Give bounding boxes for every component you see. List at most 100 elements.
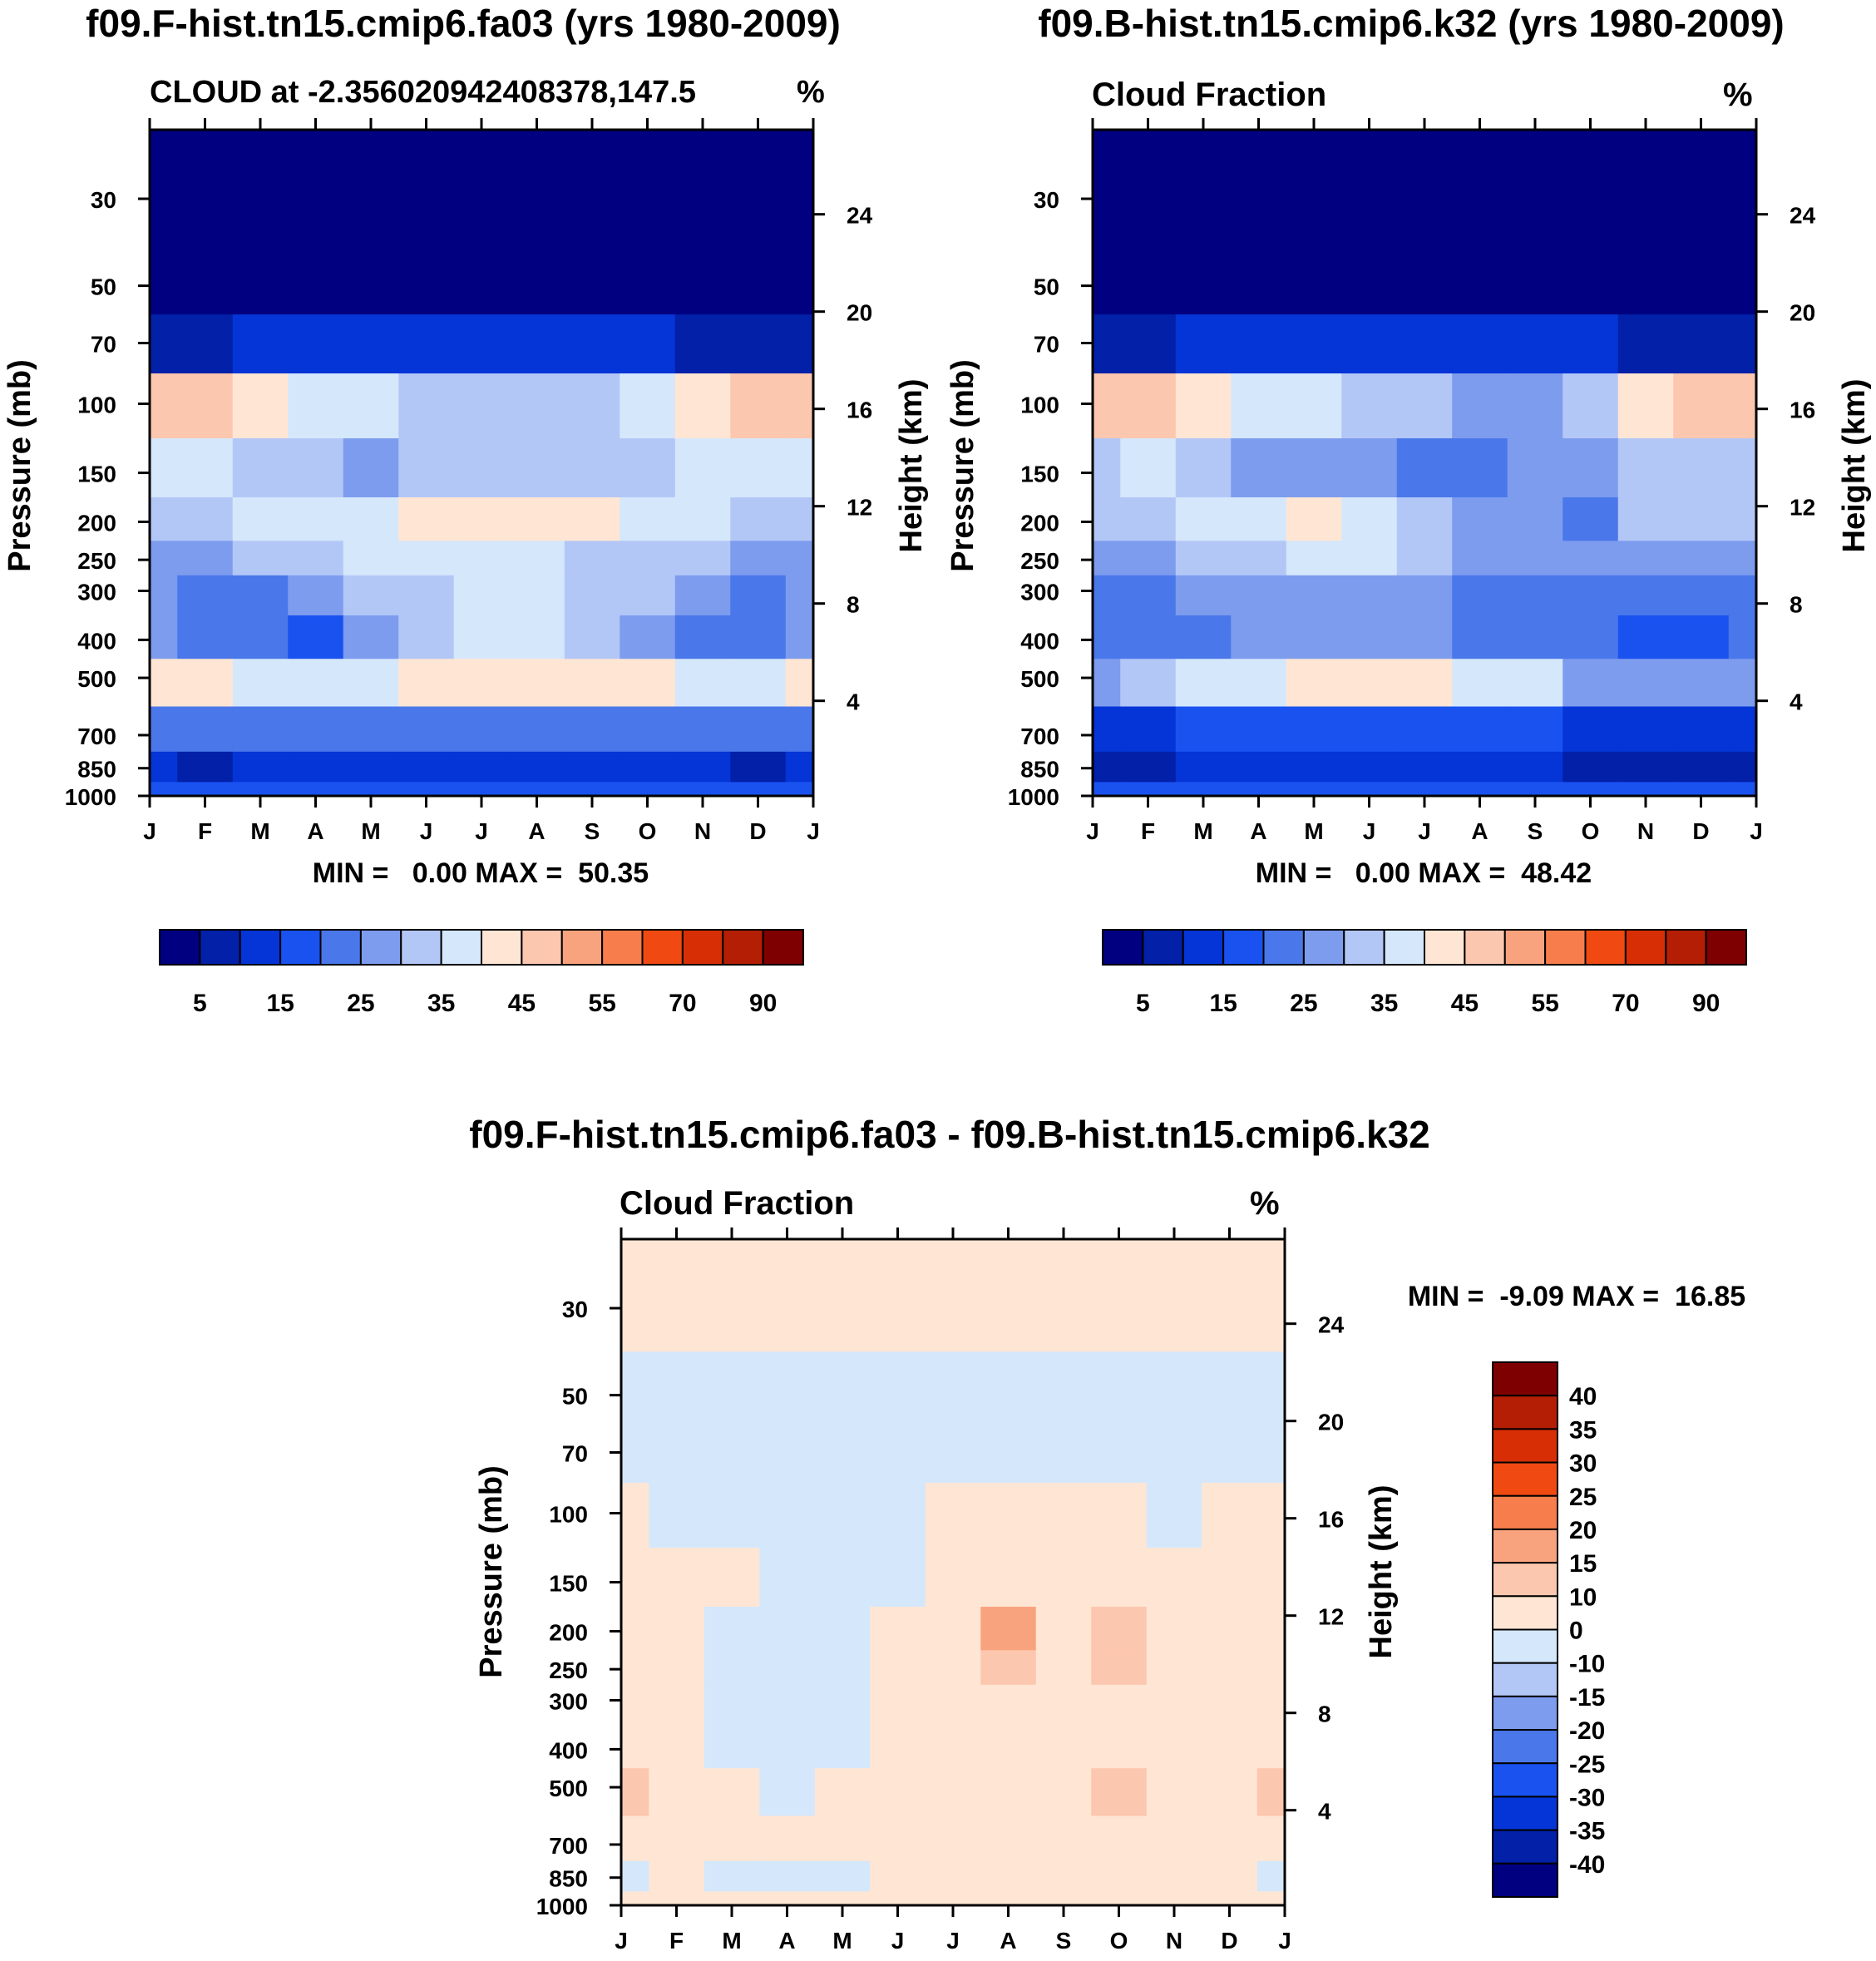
contour-cell	[925, 1860, 981, 1892]
contour-cell	[925, 1483, 981, 1549]
contour-cell	[814, 1424, 871, 1484]
y-tick-label: 50	[1034, 274, 1059, 300]
x-tick-label: J	[891, 1928, 905, 1954]
contour-cell	[1091, 1351, 1148, 1425]
contour-cell	[1093, 438, 1121, 498]
contour-cell	[288, 541, 344, 576]
contour-cell	[1286, 751, 1342, 783]
colorbar-label: -10	[1569, 1651, 1605, 1678]
contour-cell	[730, 130, 787, 243]
contour-cell	[453, 615, 510, 659]
contour-cell	[621, 1815, 649, 1862]
contour-cell	[1091, 1483, 1148, 1549]
contour-cell	[870, 1483, 926, 1549]
units-label: %	[1723, 77, 1753, 113]
contour-cell	[1093, 541, 1121, 576]
contour-cell	[1146, 1650, 1202, 1686]
contour-cell	[1146, 1815, 1202, 1862]
colorbar-swatch	[1424, 929, 1466, 966]
x-tick-label: N	[1637, 818, 1654, 844]
contour-cell	[925, 1607, 981, 1651]
contour-cell	[1673, 751, 1730, 783]
contour-cell	[232, 706, 289, 753]
contour-cell	[649, 1351, 705, 1425]
contour-cell	[1563, 438, 1619, 498]
contour-cell	[509, 242, 565, 315]
contour-cell	[1563, 497, 1619, 541]
colorbar-swatch	[1142, 929, 1184, 966]
contour-cell	[288, 314, 344, 374]
contour-cell	[1396, 706, 1453, 753]
colorbar-swatch	[1544, 929, 1587, 966]
contour-cell	[1452, 497, 1508, 541]
contour-cell	[1120, 314, 1177, 374]
colorbar-swatch	[1503, 929, 1547, 966]
contour-cell	[1396, 130, 1453, 243]
contour-cell	[704, 1548, 760, 1608]
contour-cell	[150, 242, 178, 315]
contour-cell	[1563, 751, 1619, 783]
contour-cell	[1617, 130, 1674, 243]
contour-cell	[1120, 782, 1177, 797]
contour-cell	[1396, 314, 1453, 374]
colorbar-swatch	[199, 929, 241, 966]
y-right-tick-label: 16	[1790, 398, 1815, 423]
contour-cell	[1728, 242, 1757, 315]
contour-cell	[343, 615, 399, 659]
contour-cell	[1146, 1724, 1202, 1769]
y-tick-label: 200	[549, 1619, 588, 1645]
contour-cell	[1120, 497, 1177, 541]
contour-cell	[1341, 575, 1398, 616]
contour-cell	[1452, 575, 1508, 616]
contour-cell	[177, 373, 234, 439]
contour-cell	[564, 314, 620, 374]
contour-cell	[785, 497, 814, 541]
contour-cell	[925, 1815, 981, 1862]
contour-cell	[1286, 615, 1342, 659]
contour-cell	[1256, 1351, 1286, 1425]
y-tick-label: 250	[77, 548, 116, 574]
contour-cell	[1673, 497, 1730, 541]
contour-cell	[1341, 373, 1398, 439]
x-tick-label: J	[615, 1928, 628, 1954]
contour-cell	[621, 1239, 649, 1352]
y-tick-label: 300	[77, 579, 116, 605]
contour-cell	[1452, 242, 1508, 315]
contour-cell	[621, 1548, 649, 1608]
contour-cell	[980, 1607, 1037, 1651]
x-tick-label: M	[722, 1928, 741, 1954]
contour-cell	[870, 1815, 926, 1862]
y-right-tick-label: 16	[847, 398, 872, 423]
colorbar-swatch	[1492, 1762, 1558, 1798]
contour-cell	[453, 314, 510, 374]
contour-cell	[759, 1768, 816, 1817]
y-tick-label: 250	[549, 1657, 588, 1683]
contour-cell	[453, 242, 510, 315]
contour-cell	[1231, 438, 1287, 498]
contour-cell	[288, 706, 344, 753]
contour-cell	[177, 659, 234, 708]
contour-cell	[1202, 1768, 1258, 1817]
contour-cell	[343, 373, 399, 439]
contour-cell	[785, 706, 814, 753]
y-right-tick-label: 4	[1318, 1799, 1331, 1825]
contour-cell	[150, 575, 178, 616]
min-max-label: MIN = 0.00 MAX = 48.42	[1256, 857, 1592, 889]
contour-cell	[1396, 659, 1453, 708]
contour-cell	[785, 751, 814, 783]
contour-cell	[980, 1891, 1037, 1906]
contour-cell	[1286, 438, 1342, 498]
contour-cell	[759, 1860, 816, 1892]
contour-cell	[1507, 615, 1563, 659]
contour-cell	[1507, 497, 1563, 541]
x-tick-label: D	[749, 818, 766, 844]
contour-cell	[1231, 497, 1287, 541]
contour-plot: J F M A M J J A S O N D J 30 50 70 100 150 200 250 300 400 500…	[65, 118, 873, 844]
x-tick-label: J	[1750, 818, 1763, 844]
contour-cell	[759, 1891, 816, 1906]
contour-cell	[1091, 1891, 1148, 1906]
contour-cell	[1202, 1815, 1258, 1862]
contour-cell	[1673, 659, 1730, 708]
contour-cell	[288, 782, 344, 797]
contour-cell	[509, 497, 565, 541]
